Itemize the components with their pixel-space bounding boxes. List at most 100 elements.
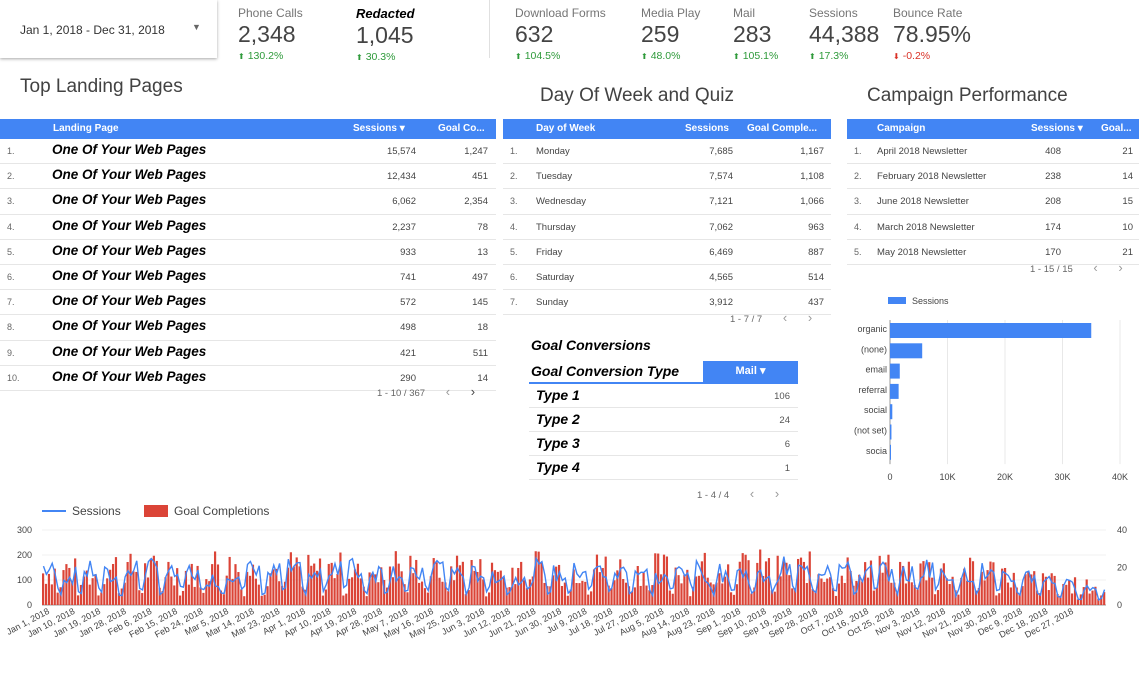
table-row[interactable]: 7. Sunday 3,912 437 xyxy=(503,290,831,316)
table-row[interactable]: Type 1 106 xyxy=(529,383,798,408)
prev-page-icon[interactable]: ‹ xyxy=(445,384,451,399)
table-row[interactable]: 9. One Of Your Web Pages 421 511 xyxy=(0,341,496,366)
bar[interactable] xyxy=(890,343,923,359)
col-goal[interactable]: Goal... xyxy=(1101,123,1132,134)
landing-page-name[interactable]: One Of Your Web Pages xyxy=(52,242,207,258)
col-day[interactable]: Day of Week xyxy=(536,123,596,134)
col-goal[interactable]: Goal Comple... xyxy=(747,123,818,134)
table-row[interactable]: 6. One Of Your Web Pages 741 497 xyxy=(0,265,496,291)
table-row[interactable]: 5. Friday 6,469 887 xyxy=(503,240,831,265)
prev-page-icon[interactable]: ‹ xyxy=(1093,260,1098,275)
next-page-icon[interactable]: › xyxy=(1118,260,1123,275)
table-row[interactable]: 1. One Of Your Web Pages 15,574 1,247 xyxy=(0,139,496,165)
col-goal-conversion-type[interactable]: Goal Conversion Type xyxy=(531,363,680,379)
bar[interactable] xyxy=(890,323,1092,338)
bar[interactable] xyxy=(890,424,892,440)
landing-page-name[interactable]: One Of Your Web Pages xyxy=(52,167,207,183)
prev-page-icon[interactable]: ‹ xyxy=(782,310,788,325)
table-row[interactable]: 1. Monday 7,685 1,167 xyxy=(503,139,831,165)
table-row[interactable]: 4. March 2018 Newsletter 174 10 xyxy=(847,215,1139,240)
kpi-value: 1,045 xyxy=(356,22,414,48)
chevron-down-icon[interactable]: ▼ xyxy=(192,22,201,32)
sessions-cell: 572 xyxy=(400,297,416,309)
table-row[interactable]: 6. Saturday 4,565 514 xyxy=(503,265,831,291)
goal-bar xyxy=(176,568,179,605)
goal-bar xyxy=(187,584,190,605)
table-row[interactable]: 5. May 2018 Newsletter 170 21 xyxy=(847,240,1139,265)
goal-bar xyxy=(76,595,80,605)
col-campaign[interactable]: Campaign xyxy=(877,123,926,134)
bar[interactable] xyxy=(890,383,899,399)
table-row[interactable]: 3. One Of Your Web Pages 6,062 2,354 xyxy=(0,189,496,215)
prev-page-icon[interactable]: ‹ xyxy=(749,486,755,501)
next-page-icon[interactable]: › xyxy=(774,486,780,501)
table-row[interactable]: 2. One Of Your Web Pages 12,434 451 xyxy=(0,164,496,190)
next-page-icon[interactable]: › xyxy=(807,310,813,325)
landing-page-name[interactable]: One Of Your Web Pages xyxy=(52,293,207,309)
table-row[interactable]: 2. Tuesday 7,574 1,108 xyxy=(503,164,831,190)
table-row[interactable]: Type 2 24 xyxy=(529,407,798,432)
x-tick-label: 0 xyxy=(887,472,892,482)
goal-bar xyxy=(1059,595,1062,605)
landing-page-name[interactable]: One Of Your Web Pages xyxy=(52,267,207,283)
landing-page-name[interactable]: One Of Your Web Pages xyxy=(52,217,207,233)
row-number: 1. xyxy=(510,146,518,156)
bar[interactable] xyxy=(890,444,891,460)
day-name: Thursday xyxy=(536,221,576,233)
landing-page-name[interactable]: One Of Your Web Pages xyxy=(52,142,207,157)
goal-bar xyxy=(657,553,660,605)
landing-page-name[interactable]: One Of Your Web Pages xyxy=(52,318,207,334)
table-row[interactable]: 1. April 2018 Newsletter 408 21 xyxy=(847,139,1139,165)
goal-bar xyxy=(697,575,701,605)
goal-bar xyxy=(1024,574,1027,605)
col-landing-page[interactable]: Landing Page xyxy=(53,123,119,134)
table-row[interactable]: 4. One Of Your Web Pages 2,237 78 xyxy=(0,215,496,240)
landing-title: Top Landing Pages xyxy=(20,76,183,97)
bar[interactable] xyxy=(890,363,900,379)
goal-cell: 21 xyxy=(1122,146,1133,157)
col-sessions[interactable]: Sessions xyxy=(685,123,729,134)
table-row[interactable]: 3. Wednesday 7,121 1,066 xyxy=(503,189,831,215)
table-row[interactable]: 4. Thursday 7,062 963 xyxy=(503,215,831,240)
table-row[interactable]: Type 4 1 xyxy=(529,455,798,480)
col-sessions[interactable]: Sessions ▾ xyxy=(1031,123,1083,134)
table-row[interactable]: 8. One Of Your Web Pages 498 18 xyxy=(0,315,496,341)
goal-bar xyxy=(129,553,132,605)
legend: Sessions xyxy=(888,296,949,306)
bar[interactable] xyxy=(890,404,893,420)
date-range-text: Jan 1, 2018 - Dec 31, 2018 xyxy=(20,23,165,37)
col-mail[interactable]: Mail ▾ xyxy=(703,361,798,382)
goal-bar xyxy=(936,590,940,605)
table-row[interactable]: 5. One Of Your Web Pages 933 13 xyxy=(0,240,496,265)
day-name: Friday xyxy=(536,246,563,258)
landing-page-name[interactable]: One Of Your Web Pages xyxy=(52,368,207,384)
kpi-change: ⬆ 17.3% xyxy=(809,50,879,62)
goal-bar xyxy=(301,586,304,605)
goal-bar xyxy=(222,594,225,605)
goal-bar xyxy=(1097,598,1100,605)
table-row[interactable]: 10. One Of Your Web Pages 290 14 xyxy=(0,366,496,391)
landing-page-name[interactable]: One Of Your Web Pages xyxy=(52,192,207,208)
kpi-label: Media Play xyxy=(641,6,701,20)
goal-bar xyxy=(173,585,176,605)
goal-bar xyxy=(1082,587,1085,605)
sessions-cell: 7,121 xyxy=(709,196,733,208)
next-page-icon[interactable]: › xyxy=(470,384,476,399)
goal-bar xyxy=(852,585,855,605)
goal-bar xyxy=(572,569,575,605)
table-row[interactable]: 7. One Of Your Web Pages 572 145 xyxy=(0,290,496,316)
category-label: social xyxy=(864,405,887,415)
goal-bar xyxy=(592,569,596,605)
goal-bar xyxy=(557,564,561,605)
goal-bar xyxy=(327,563,330,605)
table-row[interactable]: 2. February 2018 Newsletter 238 14 xyxy=(847,164,1139,190)
col-goal[interactable]: Goal Co... xyxy=(438,123,485,134)
date-range-selector[interactable]: Jan 1, 2018 - Dec 31, 2018 ▼ xyxy=(0,0,217,58)
col-sessions[interactable]: Sessions ▾ xyxy=(353,123,405,134)
goal-bar xyxy=(942,563,945,605)
goal-bar xyxy=(616,570,619,605)
table-row[interactable]: 3. June 2018 Newsletter 208 15 xyxy=(847,189,1139,215)
table-row[interactable]: Type 3 6 xyxy=(529,431,798,456)
landing-page-name[interactable]: One Of Your Web Pages xyxy=(52,343,207,359)
day-name: Sunday xyxy=(536,297,569,309)
